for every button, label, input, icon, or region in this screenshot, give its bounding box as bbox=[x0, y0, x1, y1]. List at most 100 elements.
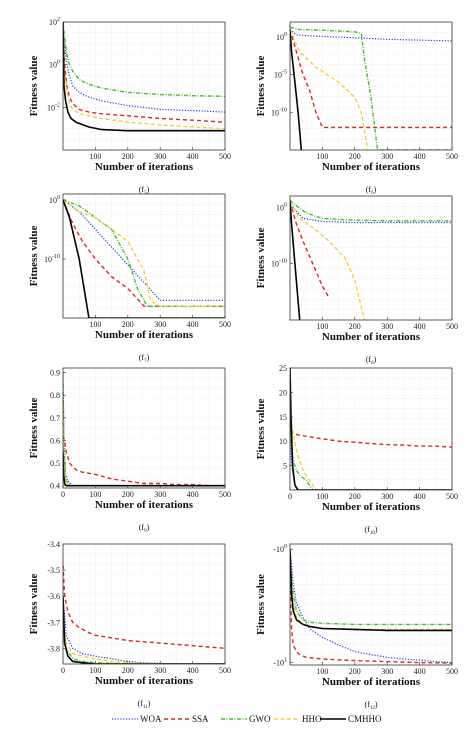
chart-panel-f5: 100 200 300 400 500 102 100 10-2 Number of itera… bbox=[28, 17, 231, 196]
y-tick-label: 100 bbox=[49, 60, 60, 70]
x-axis-label: Number of iterations bbox=[322, 331, 421, 343]
x-tick-label: 500 bbox=[446, 322, 458, 331]
series-gwo-line bbox=[63, 199, 225, 307]
series-group bbox=[290, 199, 452, 320]
series-group bbox=[290, 549, 452, 664]
x-tick-label: 500 bbox=[219, 320, 231, 329]
panel-caption: (f11) bbox=[138, 699, 151, 710]
y-tick-label: 0.4 bbox=[50, 482, 60, 491]
legend-item-gwo: GWO bbox=[221, 714, 271, 724]
x-axis-label: Number of iterations bbox=[322, 501, 421, 513]
grid bbox=[63, 544, 225, 664]
y-axis-label: Fitness value bbox=[255, 227, 267, 288]
x-tick-label: 500 bbox=[446, 492, 458, 501]
series-hho-line bbox=[63, 199, 225, 307]
chart-panel-f9: 0 100 200 300 400 500 0.9 0.8 0.7 0.6 0.5 0.4 Number… bbox=[28, 367, 231, 534]
legend-label: CMHHO bbox=[348, 714, 382, 724]
chart-panel-f11: 0 100 200 300 400 500 -3.4 -3.5 -3.6 -3.7 -3.8 Numb… bbox=[28, 540, 231, 710]
legend-item-cmhho: CMHHO bbox=[320, 714, 382, 724]
y-tick-label: 102 bbox=[49, 17, 60, 27]
x-axis-label: Number of iterations bbox=[95, 499, 194, 511]
y-axis-label: Fitness value bbox=[255, 55, 267, 116]
y-axis-label: Fitness value bbox=[28, 225, 40, 286]
y-tick-label: 100 bbox=[49, 195, 60, 205]
x-tick-label: 300 bbox=[154, 490, 166, 499]
y-axis-label: Fitness value bbox=[28, 397, 40, 458]
x-axis-label: Number of iterations bbox=[322, 161, 421, 173]
y-tick-label: -101 bbox=[273, 658, 287, 668]
panel-caption: (f12) bbox=[365, 700, 378, 711]
x-tick-label: 200 bbox=[122, 666, 134, 675]
series-ssa-line bbox=[290, 201, 330, 298]
y-tick-label: 10-10 bbox=[271, 259, 287, 269]
y-tick-label: 0.9 bbox=[50, 369, 60, 378]
y-tick-label: 15 bbox=[279, 413, 287, 422]
grid bbox=[290, 196, 452, 320]
plot-frame bbox=[289, 195, 453, 321]
y-tick-label: 100 bbox=[276, 32, 287, 42]
y-tick-label: 5 bbox=[283, 462, 287, 471]
chart-panel-f10: 0 100 200 300 400 500 25 20 15 10 5 Number of itera… bbox=[255, 364, 458, 536]
y-tick-label: 20 bbox=[279, 388, 287, 397]
x-tick-label: 200 bbox=[122, 152, 134, 161]
x-tick-label: 0 bbox=[61, 490, 65, 499]
y-tick-label: 25 bbox=[279, 364, 287, 373]
series-group bbox=[290, 26, 452, 150]
y-tick-label: -100 bbox=[273, 544, 287, 554]
series-cmhho-line bbox=[63, 596, 225, 664]
legend-item-hho: HHO bbox=[274, 714, 322, 724]
x-tick-label: 200 bbox=[349, 152, 361, 161]
series-ssa-line bbox=[290, 583, 452, 664]
series-gwo-line bbox=[63, 22, 225, 97]
series-group bbox=[63, 199, 225, 318]
x-tick-label: 100 bbox=[316, 322, 328, 331]
y-axis-label: Fitness value bbox=[255, 574, 267, 635]
y-tick-label: 10-2 bbox=[47, 102, 60, 112]
x-tick-label: 500 bbox=[446, 667, 458, 676]
x-tick-label: 400 bbox=[414, 322, 426, 331]
x-tick-label: 400 bbox=[414, 152, 426, 161]
x-axis-label: Number of iterations bbox=[95, 329, 194, 341]
grid bbox=[290, 544, 452, 665]
x-tick-label: 400 bbox=[187, 666, 199, 675]
series-ssa-line bbox=[63, 22, 225, 123]
x-tick-label: 500 bbox=[219, 666, 231, 675]
x-tick-label: 100 bbox=[89, 490, 101, 499]
grid bbox=[290, 368, 452, 490]
series-gwo-line bbox=[290, 431, 452, 490]
grid bbox=[63, 194, 225, 318]
x-tick-label: 200 bbox=[122, 320, 134, 329]
plot-frame bbox=[62, 367, 226, 489]
series-hho-line bbox=[290, 416, 452, 490]
series-woa-line bbox=[63, 22, 225, 113]
y-tick-label: 0.7 bbox=[50, 414, 60, 423]
series-woa-line bbox=[290, 549, 452, 664]
y-tick-label: 100 bbox=[276, 202, 287, 212]
series-group bbox=[63, 22, 225, 132]
series-cmhho-line bbox=[290, 549, 452, 632]
y-tick-label: 0.6 bbox=[50, 436, 60, 445]
y-tick-label: -3.4 bbox=[47, 540, 60, 549]
x-tick-label: 100 bbox=[89, 320, 101, 329]
x-tick-label: 300 bbox=[381, 322, 393, 331]
x-tick-label: 100 bbox=[89, 152, 101, 161]
x-tick-label: 200 bbox=[349, 667, 361, 676]
plot-frame bbox=[289, 21, 453, 151]
y-tick-label: -3.5 bbox=[47, 566, 60, 575]
panel-caption: (f6) bbox=[366, 185, 377, 196]
y-tick-label: 0.8 bbox=[50, 391, 60, 400]
x-tick-label: 200 bbox=[349, 322, 361, 331]
x-tick-label: 300 bbox=[154, 666, 166, 675]
y-tick-label: 10-5 bbox=[274, 70, 287, 80]
x-tick-label: 300 bbox=[381, 492, 393, 501]
x-tick-label: 100 bbox=[316, 152, 328, 161]
legend-item-woa: WOA bbox=[112, 714, 162, 724]
panel-caption: (f9) bbox=[139, 523, 150, 534]
x-tick-label: 300 bbox=[154, 320, 166, 329]
series-woa-line bbox=[290, 416, 452, 490]
x-tick-label: 400 bbox=[414, 492, 426, 501]
series-ssa-line bbox=[290, 29, 452, 129]
y-tick-label: -3.8 bbox=[47, 644, 60, 653]
series-cmhho-line bbox=[290, 201, 301, 320]
